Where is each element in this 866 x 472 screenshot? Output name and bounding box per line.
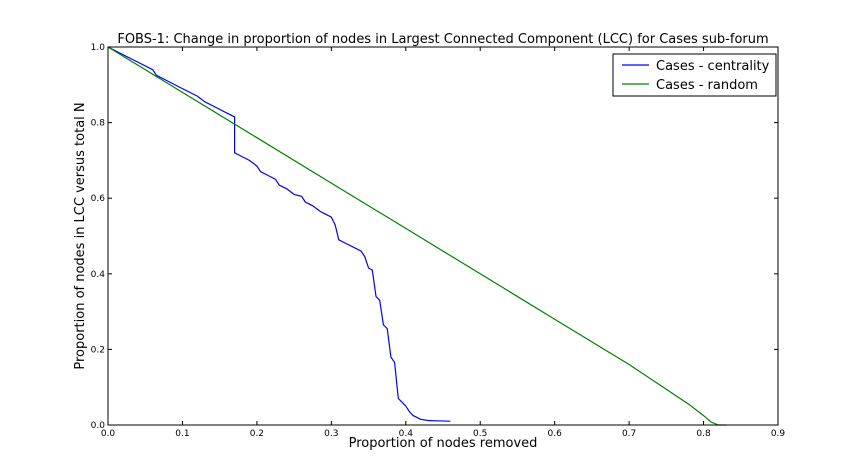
x-tick-label: 0.0 [101, 429, 116, 439]
x-tick-label: 0.9 [771, 429, 786, 439]
y-axis-ticks: 0.0 0.2 0.4 0.6 0.8 1.0 [91, 43, 778, 431]
y-tick-label: 0.2 [91, 345, 105, 355]
plot-area-frame [107, 46, 779, 426]
legend-frame [612, 53, 777, 97]
plot-lines [107, 46, 726, 426]
legend: Cases - centrality Cases - random [612, 53, 777, 97]
x-axis-label: Proportion of nodes removed [349, 436, 538, 451]
chart-title: FOBS-1: Change in proportion of nodes in… [117, 32, 768, 47]
x-axis-ticks: 0.0 0.1 0.2 0.3 0.4 0.5 0.6 0.7 0.8 0.9 [101, 47, 786, 439]
x-tick-label: 0.6 [548, 429, 563, 439]
legend-label-centrality: Cases - centrality [656, 59, 770, 74]
y-tick-label: 0.0 [91, 421, 106, 431]
x-tick-label: 0.2 [250, 429, 264, 439]
y-tick-label: 0.8 [91, 119, 106, 129]
x-tick-label: 0.5 [473, 429, 487, 439]
x-tick-label: 0.3 [324, 429, 338, 439]
legend-label-random: Cases - random [656, 78, 758, 93]
x-tick-label: 0.4 [399, 429, 414, 439]
y-axis-label: Proportion of nodes in LCC versus total … [73, 102, 88, 369]
x-tick-label: 0.1 [175, 429, 189, 439]
y-tick-label: 0.4 [91, 270, 106, 280]
y-tick-label: 0.6 [91, 194, 106, 204]
x-tick-label: 0.8 [696, 429, 711, 439]
series-line-random [107, 46, 726, 426]
series-line-centrality [107, 46, 451, 422]
x-tick-label: 0.7 [622, 429, 636, 439]
y-tick-label: 1.0 [91, 43, 106, 53]
